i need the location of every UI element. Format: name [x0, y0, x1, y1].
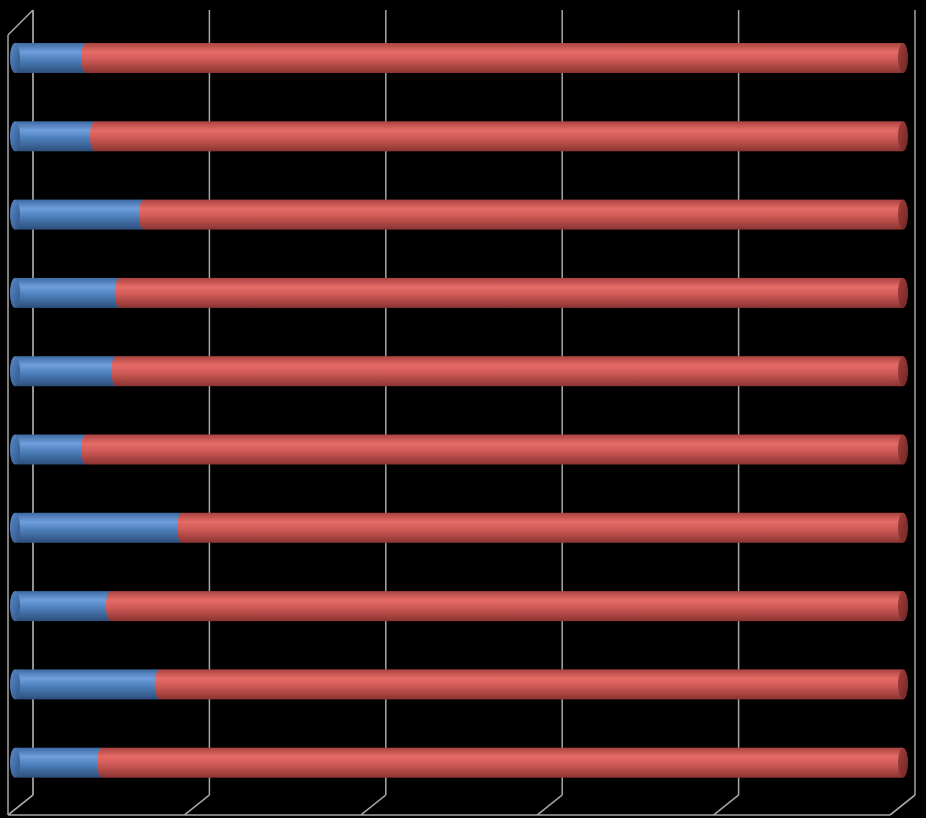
- bar-series1-cap-2: [10, 121, 20, 152]
- bar-series2-cap-4: [898, 277, 908, 308]
- bar-series2-2: [94, 121, 904, 152]
- bar-series1-4: [15, 277, 120, 308]
- bar-series2-5: [116, 356, 904, 387]
- bar-series1-cap-1: [10, 43, 20, 73]
- bar-series1-3: [15, 199, 144, 230]
- floor-gridline-3: [536, 794, 563, 816]
- bar-series1-cap-3: [10, 199, 20, 230]
- bar-series1-cap-5: [10, 356, 20, 387]
- bar-group-8: [10, 591, 908, 622]
- floor-gridline-0: [7, 794, 34, 816]
- bar-series1-5: [15, 356, 117, 387]
- bar-series2-3: [143, 199, 903, 230]
- bar-junction-6: [81, 434, 92, 465]
- bar-group-2: [10, 121, 908, 152]
- bar-series2-cap-9: [898, 669, 908, 700]
- bar-series1-cap-10: [10, 747, 20, 778]
- bar-group-5: [10, 356, 908, 387]
- bar-series1-2: [15, 121, 95, 152]
- bar-series1-9: [15, 669, 160, 700]
- bar-group-1: [10, 43, 908, 73]
- bar-group-4: [10, 277, 908, 308]
- floor-gridline-1: [183, 794, 210, 816]
- bar-series2-cap-6: [898, 434, 908, 465]
- bar-series1-7: [15, 512, 182, 543]
- bar-series2-6: [86, 434, 904, 465]
- bar-group-10: [10, 747, 908, 778]
- bar-series2-8: [110, 591, 904, 622]
- bar-series1-6: [15, 434, 87, 465]
- bar-series1-cap-8: [10, 591, 20, 622]
- bar-series2-4: [119, 277, 903, 308]
- bar-series2-cap-7: [898, 512, 908, 543]
- bar-junction-3: [138, 199, 149, 230]
- floor-gridline-4: [713, 794, 740, 816]
- bar-series2-7: [181, 512, 904, 543]
- bar-series2-cap-5: [898, 356, 908, 387]
- bar-junction-9: [154, 669, 165, 700]
- bar-junction-5: [111, 356, 122, 387]
- bar-series1-cap-4: [10, 277, 20, 308]
- bar-junction-4: [114, 277, 125, 308]
- bar-series2-9: [159, 669, 903, 700]
- bar-series2-cap-10: [898, 747, 908, 778]
- bar-junction-1: [81, 43, 92, 73]
- floor-gridline-5: [889, 794, 916, 816]
- bar-series1-cap-6: [10, 434, 20, 465]
- bar-series1-1: [15, 43, 87, 73]
- bar-group-6: [10, 434, 908, 465]
- bar-series2-cap-2: [898, 121, 908, 152]
- floor-gridline-2: [360, 794, 387, 816]
- top-left-depth-edge: [7, 9, 34, 36]
- bar-series2-cap-1: [898, 43, 908, 73]
- bar-series2-cap-8: [898, 591, 908, 622]
- bar-series1-cap-9: [10, 669, 20, 700]
- bar-group-7: [10, 512, 908, 543]
- bar-series1-10: [15, 747, 103, 778]
- bar-junction-10: [97, 747, 108, 778]
- bar-series1-cap-7: [10, 512, 20, 543]
- bar-junction-8: [105, 591, 116, 622]
- bar-group-3: [10, 199, 908, 230]
- bar-series2-10: [102, 747, 904, 778]
- bar-series2-1: [86, 43, 904, 73]
- bar-junction-7: [176, 512, 187, 543]
- bars: [10, 43, 908, 778]
- bar-series1-8: [15, 591, 111, 622]
- bar-series2-cap-3: [898, 199, 908, 230]
- bar-junction-2: [89, 121, 100, 152]
- bar-group-9: [10, 669, 908, 700]
